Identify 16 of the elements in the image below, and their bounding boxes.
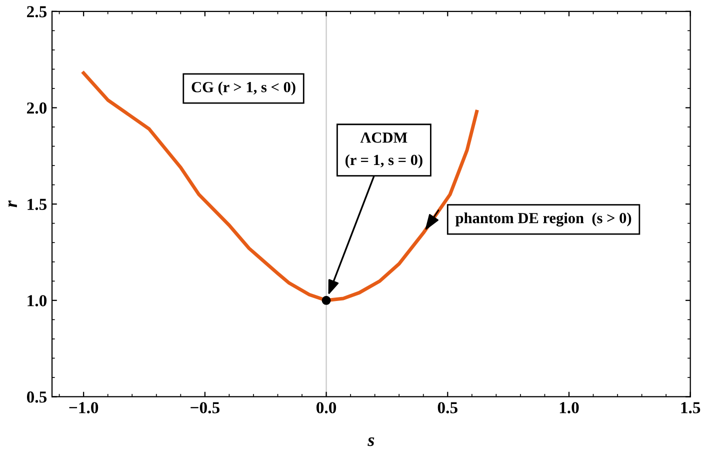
annotation: CG (r > 1, s < 0) [192,82,296,96]
annotation: ΛCDM (r = 1, s = 0) [346,132,422,168]
x-tick-label: −1.0 [69,402,98,414]
x-tick-label: 1.0 [560,402,579,414]
y-tick-label: 1.5 [28,198,47,210]
annotation: phantom DE region (s > 0) [455,212,632,226]
y-tick-label: 2.0 [27,102,47,114]
y-tick-label: 1.0 [28,295,47,306]
x-axis-title: s [368,437,374,446]
y-tick-label: 2.5 [27,6,47,18]
y-axis-title: r [8,200,17,208]
y-tick-label: 0.5 [26,391,47,403]
x-tick-label: 0.0 [316,402,336,414]
x-tick-label: −0.5 [190,402,220,414]
x-tick-label: 0.5 [438,402,458,414]
x-tick-label: 1.5 [681,402,700,414]
